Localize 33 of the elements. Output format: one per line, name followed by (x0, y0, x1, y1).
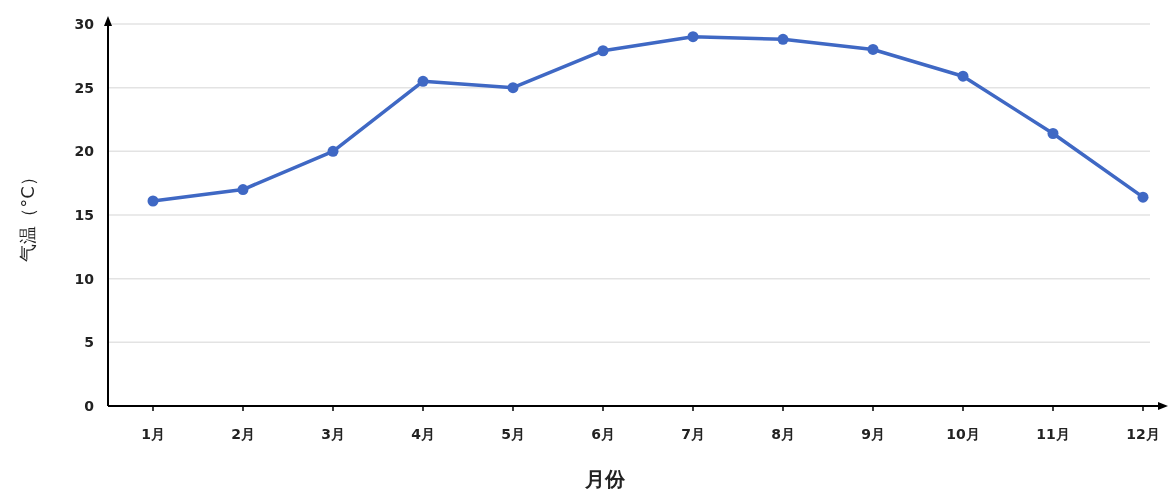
x-tick-label: 8月 (771, 426, 795, 442)
point (777, 33, 789, 45)
y-tick-label: 15 (74, 207, 94, 223)
x-tick-label: 6月 (591, 426, 615, 442)
point (1047, 128, 1059, 140)
point (957, 70, 969, 82)
x-tick-label: 3月 (321, 426, 345, 442)
point (147, 195, 159, 207)
x-tick-label: 4月 (411, 426, 435, 442)
x-tick-label: 5月 (501, 426, 525, 442)
point (237, 184, 249, 196)
y-tick-label: 30 (74, 16, 95, 32)
point (417, 75, 429, 87)
y-tick-label: 20 (74, 143, 95, 160)
point (1137, 191, 1149, 203)
point (597, 45, 609, 57)
y-tick-label: 0 (84, 398, 95, 414)
y-tick-label: 25 (74, 79, 94, 96)
x-tick-label: 7月 (681, 426, 705, 442)
x-tick-label: 12月 (1126, 426, 1160, 442)
x-axis-title: 月份 (584, 467, 626, 491)
y-tick-label: 5 (84, 334, 94, 351)
x-tick-label: 11月 (1036, 426, 1070, 442)
x-tick-label: 9月 (861, 426, 885, 442)
point (327, 145, 339, 157)
point (687, 31, 699, 43)
x-tick-label: 10月 (946, 426, 980, 442)
point (867, 43, 879, 55)
x-tick-label: 2月 (231, 426, 255, 442)
y-tick-label: 10 (74, 270, 95, 287)
x-tick-label: 1月 (141, 426, 165, 442)
y-axis-title: 气温（°C） (17, 168, 38, 262)
point (507, 82, 519, 94)
